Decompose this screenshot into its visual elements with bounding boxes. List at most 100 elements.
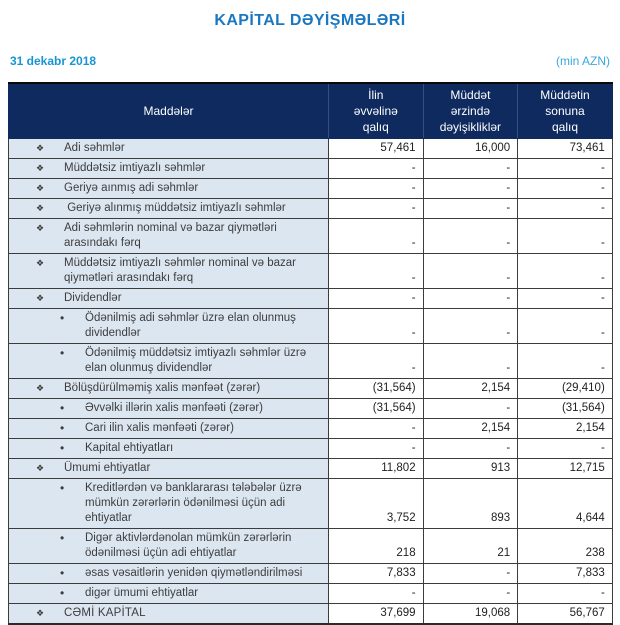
col-header-changes-during-period: Müddət ərzində dəyişikliklər <box>422 82 519 139</box>
row-value: 11,802 <box>328 458 424 479</box>
row-label-cell: • Digər aktivlərdənolan mümkün zərərləri… <box>8 528 329 564</box>
table-header-row: Maddələr İlin əvvəlinə qalıq Müddət ərzi… <box>8 82 613 139</box>
table-row: • Cari ilin xalis mənfəəti (zərər) - 2,1… <box>8 418 613 439</box>
row-label: Kreditlərdən və banklararası tələbələr ü… <box>85 482 302 524</box>
row-label-cell: • digər ümumi ehtiyatlar <box>8 583 329 604</box>
row-value: 73,461 <box>517 138 613 159</box>
row-value: - <box>328 178 424 199</box>
diamond-marker-icon: ❖ <box>36 163 45 173</box>
row-value: - <box>517 438 613 459</box>
row-value: - <box>517 288 613 309</box>
table-row: • Əvvəlki illərin xalis mənfəəti (zərər)… <box>8 398 613 419</box>
bullet-marker-icon: • <box>60 421 65 435</box>
row-label-cell: • Ödənilmiş adi səhmlər üzrə elan olunmu… <box>8 308 329 344</box>
row-value: - <box>517 308 613 344</box>
row-label-cell: • Kapital ehtiyatları <box>8 438 329 459</box>
row-value: - <box>328 308 424 344</box>
diamond-marker-icon: ❖ <box>36 143 45 153</box>
row-label: Adi səhmlərin nominal və bazar qiymətlər… <box>64 222 277 249</box>
diamond-marker-icon: ❖ <box>36 293 45 303</box>
table-row: • Ödənilmiş adi səhmlər üzrə elan olunmu… <box>8 308 613 344</box>
bullet-marker-icon: • <box>60 401 65 415</box>
row-label: Bölüşdürülməmiş xalis mənfəət (zərər) <box>64 382 261 394</box>
diamond-marker-icon: ❖ <box>36 383 45 393</box>
row-value: - <box>517 198 613 219</box>
row-value: (29,410) <box>517 378 613 399</box>
row-label: Geriyə aınmış adi səhmlər <box>64 182 199 194</box>
table-row: ❖ Adi səhmlər 57,461 16,000 73,461 <box>8 138 613 159</box>
table-row: ❖ Dividendlər - - - <box>8 288 613 309</box>
row-value: - <box>328 438 424 459</box>
bullet-marker-icon: • <box>60 441 65 455</box>
row-value: - <box>328 198 424 219</box>
row-value: 2,154 <box>422 378 519 399</box>
col-header-items: Maddələr <box>8 82 329 139</box>
row-value: 218 <box>328 528 424 564</box>
row-label: CƏMİ KAPİTAL <box>64 607 146 619</box>
row-label-cell: • Kreditlərdən və banklararası tələbələr… <box>8 478 329 529</box>
row-label-cell: ❖ Müddətsiz imtiyazlı səhmlər <box>8 158 329 179</box>
row-label-cell: • Əvvəlki illərin xalis mənfəəti (zərər) <box>8 398 329 419</box>
row-label-cell: ❖ Müddətsiz imtiyazlı səhmlər nominal və… <box>8 253 329 289</box>
row-value: 238 <box>517 528 613 564</box>
row-value: 913 <box>422 458 519 479</box>
row-value: - <box>422 438 519 459</box>
row-label-cell: ❖ Adi səhmlərin nominal və bazar qiymətl… <box>8 218 329 254</box>
row-value: - <box>328 583 424 604</box>
row-value: 893 <box>422 478 519 529</box>
row-value: - <box>517 178 613 199</box>
col-header-ending-balance: Müddətin sonuna qalıq <box>517 82 613 139</box>
row-value: 7,833 <box>517 563 613 584</box>
row-label: Cari ilin xalis mənfəəti (zərər) <box>85 422 234 434</box>
row-label: Ümumi ehtiyatlar <box>64 462 151 474</box>
table-row: ❖ Geriyə alınmış müddətsiz imtiyazlı səh… <box>8 198 613 219</box>
table-row: ❖ CƏMİ KAPİTAL 37,699 19,068 56,767 <box>8 603 613 625</box>
row-label: digər ümumi ehtiyatlar <box>85 587 199 599</box>
diamond-marker-icon: ❖ <box>36 223 45 233</box>
bullet-marker-icon: • <box>60 481 65 495</box>
row-value: 4,644 <box>517 478 613 529</box>
table-row: ❖ Müddətsiz imtiyazlı səhmlər nominal və… <box>8 253 613 289</box>
row-value: - <box>517 583 613 604</box>
row-value: - <box>422 178 519 199</box>
row-value: - <box>328 288 424 309</box>
row-label: Adi səhmlər <box>64 142 125 154</box>
capital-changes-table: Maddələr İlin əvvəlinə qalıq Müddət ərzi… <box>8 82 613 625</box>
row-value: - <box>517 158 613 179</box>
table-row: ❖ Ümumi ehtiyatlar 11,802 913 12,715 <box>8 458 613 479</box>
table-row: ❖ Adi səhmlərin nominal və bazar qiymətl… <box>8 218 613 254</box>
row-value: - <box>422 563 519 584</box>
row-value: 2,154 <box>517 418 613 439</box>
row-value: - <box>517 253 613 289</box>
table-row: ❖ Bölüşdürülməmiş xalis mənfəət (zərər) … <box>8 378 613 399</box>
table-row: • Kreditlərdən və banklararası tələbələr… <box>8 478 613 529</box>
row-value: - <box>422 288 519 309</box>
row-label-cell: ❖ Adi səhmlər <box>8 138 329 159</box>
row-value: - <box>422 343 519 379</box>
row-label-cell: ❖ Dividendlər <box>8 288 329 309</box>
bullet-marker-icon: • <box>60 346 65 360</box>
row-value: 7,833 <box>328 563 424 584</box>
row-value: 2,154 <box>422 418 519 439</box>
row-label: Geriyə alınmış müddətsiz imtiyazlı səhml… <box>64 202 286 214</box>
row-label-cell: ❖ Geriyə aınmış adi səhmlər <box>8 178 329 199</box>
row-label: Ödənilmiş müddətsiz imtiyazlı səhmlər üz… <box>85 347 307 374</box>
diamond-marker-icon: ❖ <box>36 463 45 473</box>
col-header-beginning-balance: İlin əvvəlinə qalıq <box>328 82 424 139</box>
row-label: Əvvəlki illərin xalis mənfəəti (zərər) <box>85 402 264 414</box>
bullet-marker-icon: • <box>60 531 65 545</box>
row-label: Dividendlər <box>64 292 122 304</box>
row-label: Kapital ehtiyatları <box>85 442 174 454</box>
page-title: KAPİTAL DƏYİŞMƏLƏRİ <box>214 12 406 29</box>
row-label: Digər aktivlərdənolan mümkün zərərlərin … <box>85 532 292 559</box>
row-label: Müddətsiz imtiyazlı səhmlər nominal və b… <box>64 257 297 284</box>
row-value: - <box>422 398 519 419</box>
row-value: - <box>328 158 424 179</box>
currency-unit: (min AZN) <box>556 54 610 68</box>
row-label-cell: ❖ Bölüşdürülməmiş xalis mənfəət (zərər) <box>8 378 329 399</box>
row-value: - <box>517 218 613 254</box>
row-value: - <box>422 308 519 344</box>
table-row: • Ödənilmiş müddətsiz imtiyazlı səhmlər … <box>8 343 613 379</box>
row-label-cell: • əsas vəsaitlərin yenidən qiymətləndiri… <box>8 563 329 584</box>
diamond-marker-icon: ❖ <box>36 203 45 213</box>
